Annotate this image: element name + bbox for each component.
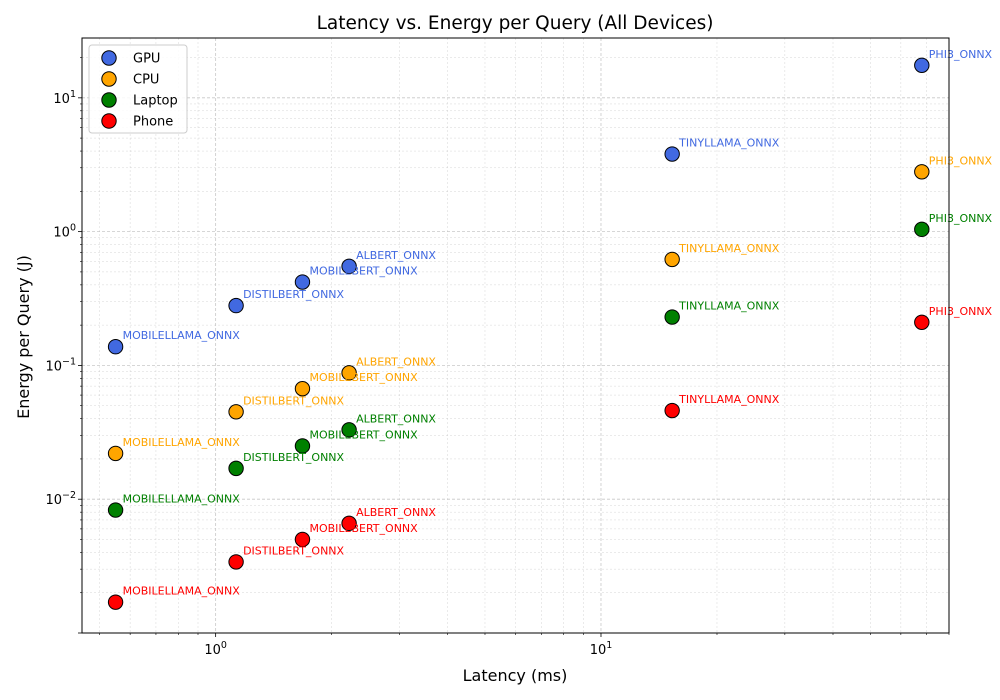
- data-point-phone: [107, 594, 124, 610]
- legend-marker: [101, 71, 117, 87]
- point-label: MOBILELLAMA_ONNX: [123, 329, 241, 342]
- data-point-laptop: [228, 460, 244, 477]
- data-point-gpu: [107, 339, 124, 355]
- legend-label: CPU: [133, 73, 159, 88]
- point-label: PHI3_ONNX: [929, 212, 993, 225]
- data-point-laptop: [294, 438, 311, 454]
- data-point-phone: [914, 314, 930, 330]
- data-point-phone: [341, 515, 357, 532]
- data-point-laptop: [664, 309, 680, 325]
- legend-marker: [101, 113, 117, 129]
- data-point-cpu: [664, 251, 680, 268]
- data-point-laptop: [914, 221, 930, 238]
- point-label: PHI3_ONNX: [929, 305, 993, 318]
- legend-box: [88, 44, 188, 134]
- x-axis-label: Latency (ms): [463, 666, 568, 685]
- point-labels: MOBILELLAMA_ONNXDISTILBERT_ONNXMOBILEBER…: [123, 48, 993, 598]
- point-label: DISTILBERT_ONNX: [243, 544, 344, 557]
- point-label: TINYLLAMA_ONNX: [678, 300, 780, 313]
- data-point-cpu: [294, 380, 311, 397]
- data-point-phone: [294, 531, 311, 548]
- point-label: MOBILEBERT_ONNX: [309, 522, 418, 535]
- data-point-gpu: [914, 57, 930, 74]
- data-point-phone: [228, 554, 244, 570]
- data-point-cpu: [914, 164, 930, 180]
- data-point-gpu: [228, 297, 244, 314]
- point-label: ALBERT_ONNX: [356, 506, 436, 519]
- data-point-gpu: [341, 258, 357, 275]
- point-label: MOBILEBERT_ONNX: [309, 428, 418, 441]
- data-point-cpu: [341, 365, 357, 381]
- data-point-phone: [664, 402, 680, 419]
- point-label: MOBILELLAMA_ONNX: [123, 585, 241, 598]
- data-point-gpu: [664, 146, 680, 162]
- point-label: MOBILEBERT_ONNX: [309, 265, 418, 278]
- legend-marker: [101, 50, 117, 66]
- point-label: ALBERT_ONNX: [356, 355, 436, 368]
- legend-marker: [101, 92, 117, 108]
- point-label: DISTILBERT_ONNX: [243, 451, 344, 464]
- data-point-laptop: [107, 502, 124, 518]
- data-point-laptop: [341, 422, 357, 438]
- point-label: MOBILELLAMA_ONNX: [123, 493, 241, 506]
- legend: GPU CPU Laptop Phone: [88, 44, 188, 134]
- legend-label: Phone: [133, 115, 173, 130]
- chart-title: Latency vs. Energy per Query (All Device…: [317, 13, 714, 34]
- point-label: PHI3_ONNX: [929, 48, 993, 61]
- point-label: ALBERT_ONNX: [356, 249, 436, 262]
- point-label: DISTILBERT_ONNX: [243, 394, 344, 407]
- point-label: TINYLLAMA_ONNX: [678, 393, 780, 406]
- point-label: TINYLLAMA_ONNX: [678, 242, 780, 255]
- legend-label: Laptop: [133, 94, 178, 109]
- data-points: [107, 57, 930, 610]
- point-label: DISTILBERT_ONNX: [243, 288, 344, 301]
- point-label: ALBERT_ONNX: [356, 412, 436, 425]
- data-point-gpu: [294, 274, 311, 290]
- point-label: MOBILEBERT_ONNX: [309, 371, 418, 384]
- point-label: MOBILELLAMA_ONNX: [123, 436, 241, 449]
- legend-label: GPU: [133, 52, 160, 67]
- minor-grid: [82, 38, 950, 633]
- point-label: PHI3_ONNX: [929, 154, 993, 167]
- point-label: TINYLLAMA_ONNX: [678, 137, 780, 150]
- y-axis-label: Energy per Query (J): [14, 255, 33, 419]
- data-point-cpu: [107, 445, 124, 462]
- data-point-cpu: [228, 404, 244, 420]
